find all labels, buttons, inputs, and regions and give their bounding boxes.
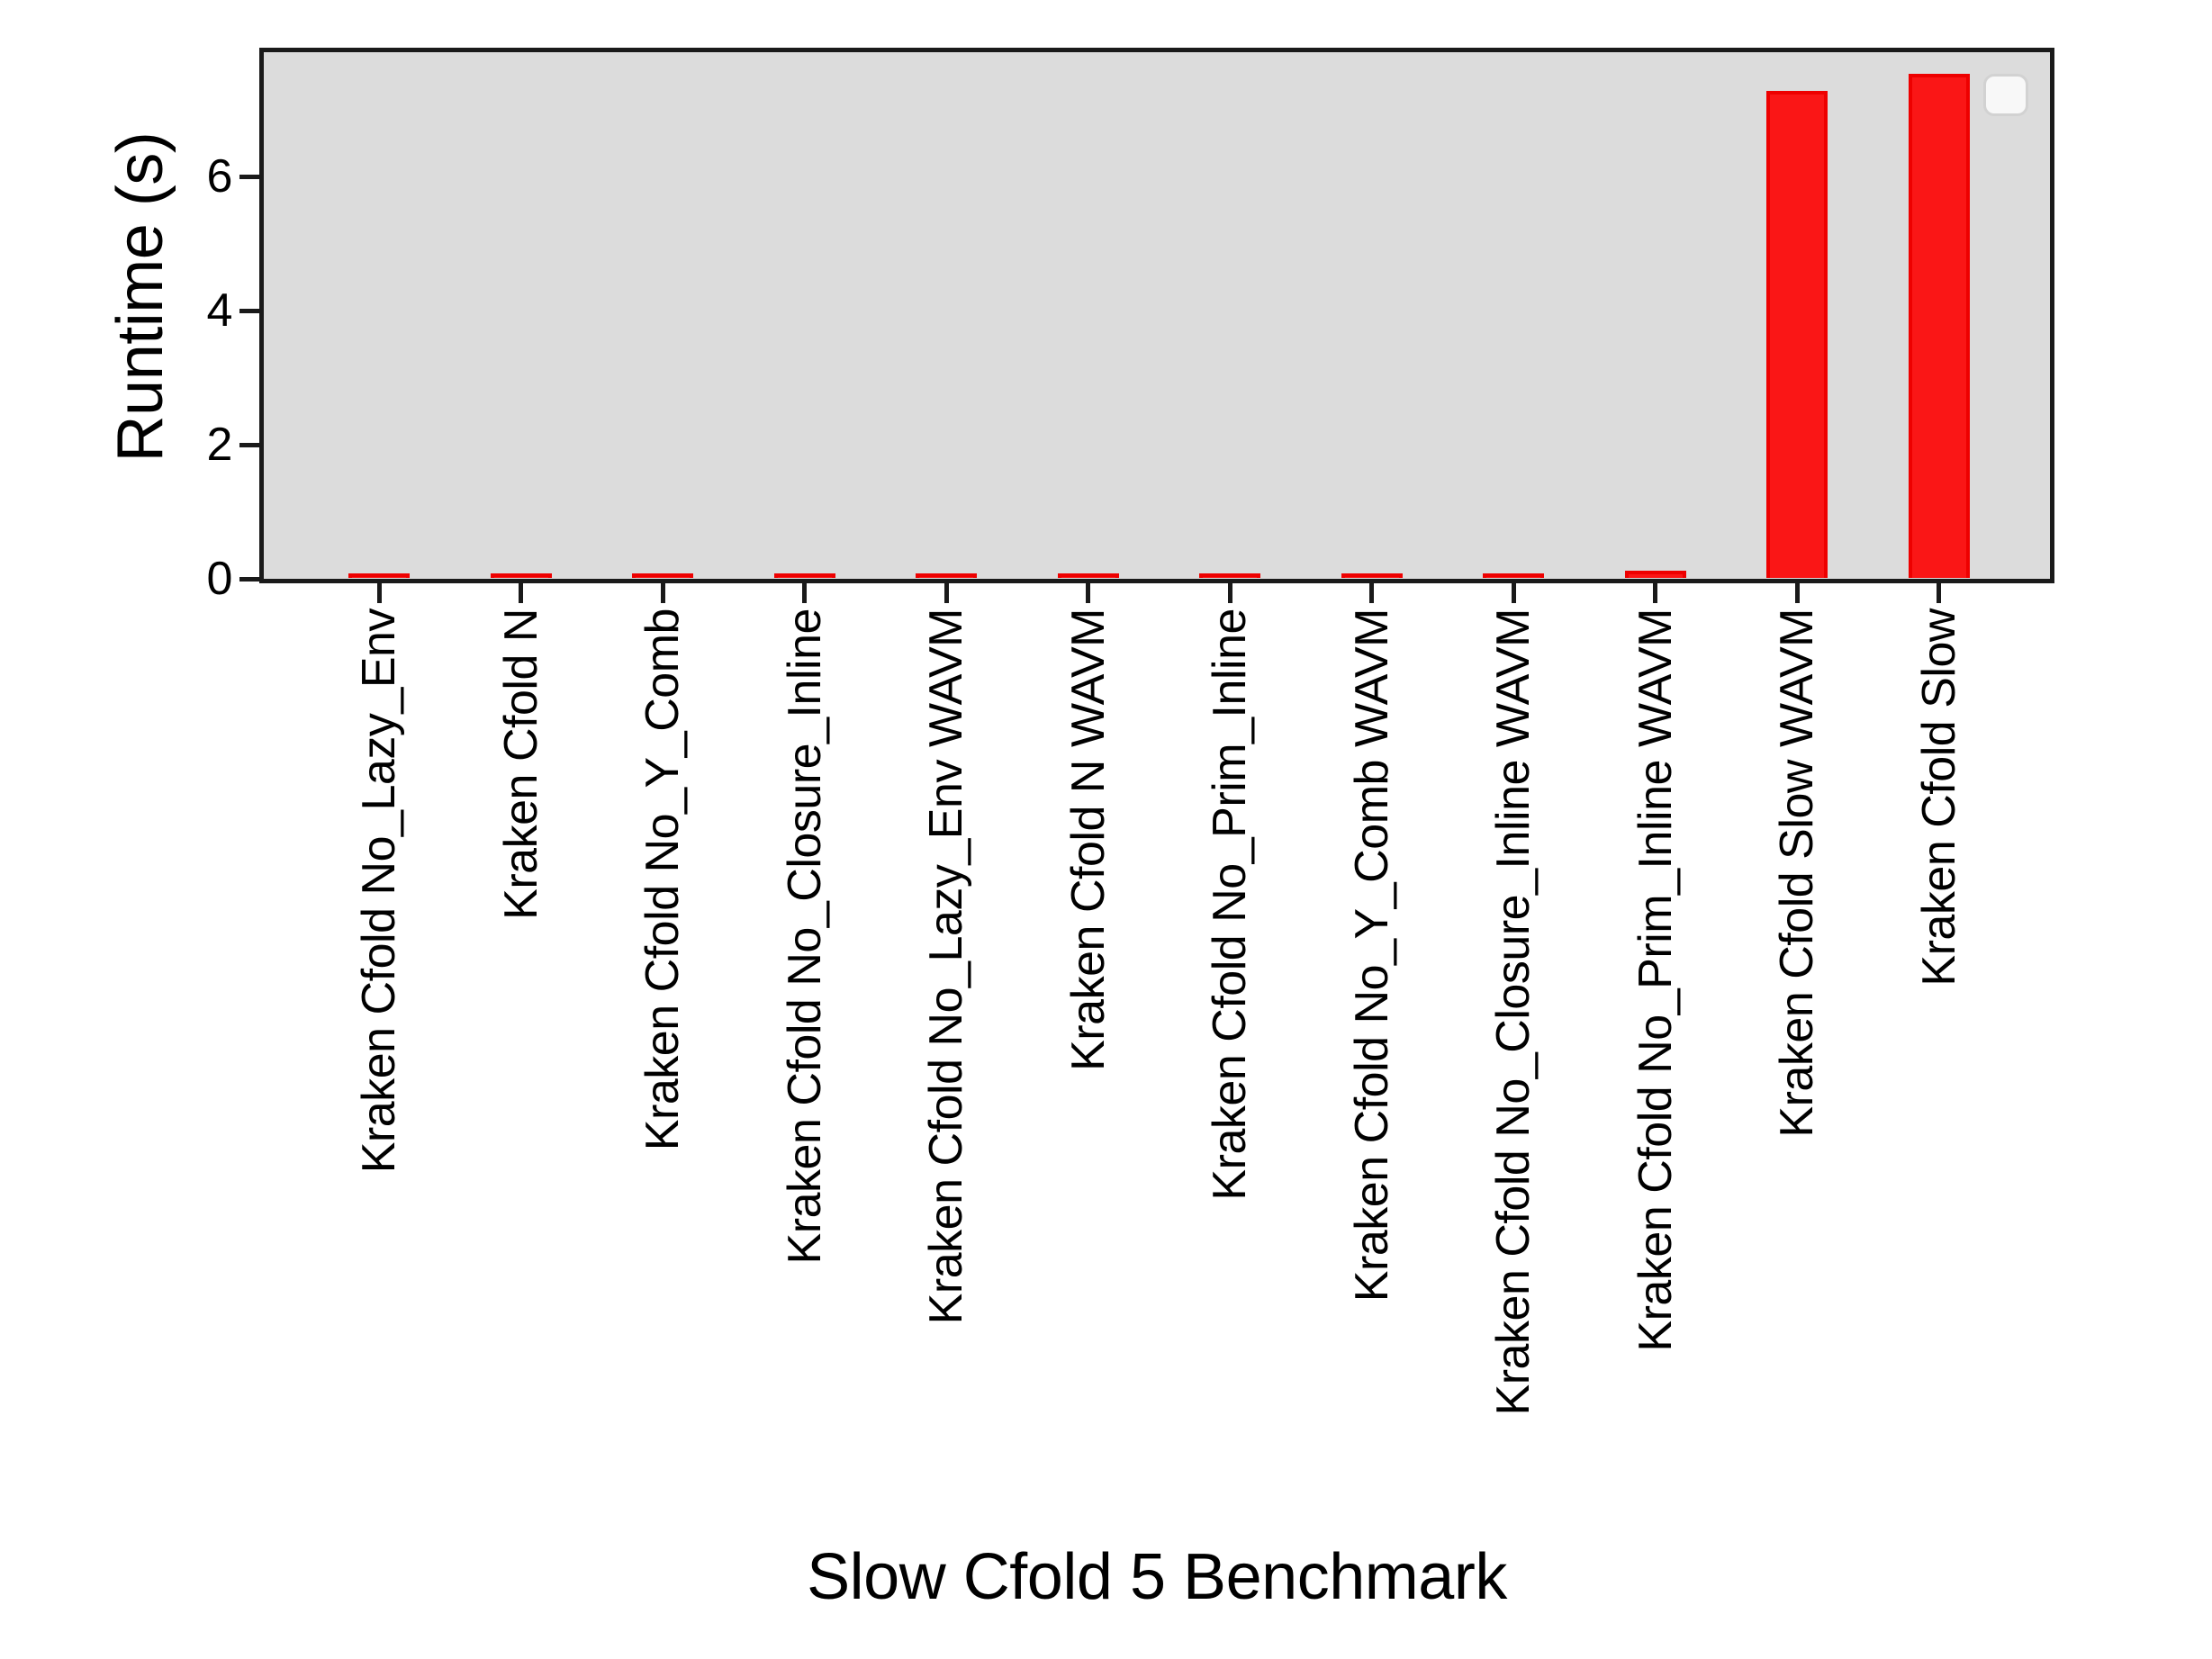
x-tick-label: Kraken Cfold Slow [1912,609,1965,987]
y-axis-label: Runtime (s) [104,131,176,463]
x-tick-mark [519,583,524,603]
bar-3 [632,573,694,578]
y-tick-label: 0 [206,553,233,605]
x-tick-mark [376,583,382,603]
x-tick-label: Kraken Cfold No_Prim_Inline [1204,609,1257,1201]
bar-11 [1766,91,1828,578]
x-tick-label: Kraken Cfold No_Closure_Inline [778,609,831,1265]
x-tick-mark [1511,583,1516,603]
x-tick-mark [1937,583,1942,603]
x-tick-mark [1086,583,1091,603]
bar-7 [1199,573,1261,578]
x-tick-label: Kraken Cfold Slow WAVM [1771,609,1824,1138]
bar-1 [348,573,411,578]
x-tick-mark [802,583,808,603]
x-tick-label: Kraken Cfold No_Prim_Inline WAVM [1629,609,1682,1352]
y-tick-mark [239,576,259,582]
bar-6 [1057,573,1119,578]
x-tick-label: Kraken Cfold No_Closure_Inline WAVM [1487,609,1540,1416]
y-tick-label: 4 [206,284,233,337]
y-tick-mark [239,308,259,313]
x-axis-label: Slow Cfold 5 Benchmark [807,1541,1507,1613]
bar-9 [1483,573,1545,578]
x-tick-mark [1227,583,1232,603]
x-tick-label: Kraken Cfold No_Y_Comb [637,609,690,1151]
y-tick-mark [239,442,259,447]
x-tick-label: Kraken Cfold N [494,609,547,920]
bar-8 [1341,573,1403,578]
x-tick-mark [943,583,949,603]
y-tick-label: 2 [206,419,233,471]
bar-10 [1624,570,1686,578]
bar-4 [773,573,835,578]
plot-area [259,48,2054,583]
x-tick-label: Kraken Cfold No_Lazy_Env WAVM [920,609,973,1325]
x-tick-label: Kraken Cfold No_Lazy_Env [353,609,406,1174]
bar-2 [490,573,552,578]
bar-5 [916,573,978,578]
legend-box [1983,74,2028,116]
x-tick-label: Kraken Cfold No_Y_Comb WAVM [1345,609,1398,1303]
x-tick-mark [1794,583,1800,603]
x-tick-label: Kraken Cfold N WAVM [1061,609,1115,1071]
bar-12 [1908,73,1970,578]
y-tick-label: 6 [206,150,233,203]
x-tick-mark [1369,583,1375,603]
y-tick-mark [239,174,259,179]
x-tick-mark [660,583,665,603]
x-tick-mark [1653,583,1658,603]
